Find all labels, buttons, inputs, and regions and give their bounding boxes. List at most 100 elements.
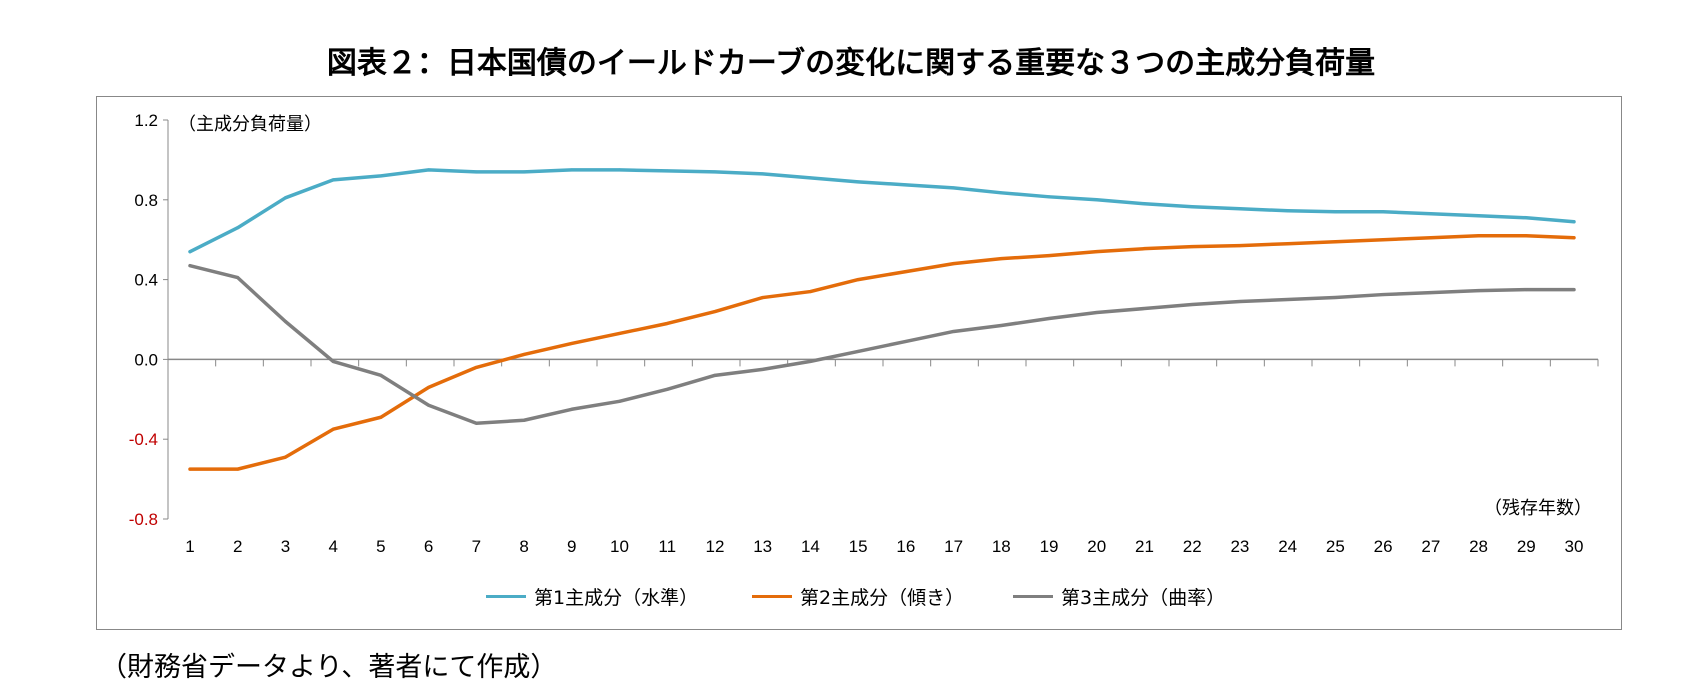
data-point — [474, 365, 478, 369]
x-tick-label: 2 — [233, 537, 242, 556]
data-point — [522, 170, 526, 174]
data-point — [1095, 198, 1099, 202]
data-point — [1429, 236, 1433, 240]
data-point — [713, 310, 717, 314]
data-point — [904, 183, 908, 187]
data-point — [904, 270, 908, 274]
data-point — [1238, 300, 1242, 304]
data-point — [665, 321, 669, 325]
x-tick-label: 17 — [944, 537, 963, 556]
data-point — [427, 168, 431, 172]
data-point — [1524, 234, 1528, 238]
x-tick-label: 20 — [1087, 537, 1106, 556]
data-point — [761, 296, 765, 300]
data-point — [283, 196, 287, 200]
legend-label: 第3主成分（曲率） — [1061, 587, 1226, 609]
source-note: （財務省データより、著者にて作成） — [100, 652, 558, 683]
data-point — [618, 399, 622, 403]
data-point — [856, 180, 860, 184]
x-tick-label: 15 — [849, 537, 868, 556]
data-point — [379, 174, 383, 178]
data-point — [1381, 238, 1385, 242]
data-point — [570, 407, 574, 411]
y-tick-label: 0.0 — [134, 350, 158, 369]
data-point — [331, 427, 335, 431]
x-tick-label: 5 — [376, 537, 385, 556]
x-tick-label: 6 — [424, 537, 433, 556]
data-point — [1142, 247, 1146, 251]
data-point — [1047, 254, 1051, 258]
chart-title: 図表２：日本国債のイールドカーブの変化に関する重要な３つの主成分負荷量 — [326, 46, 1376, 81]
legend-item-2: 第2主成分（傾き） — [752, 583, 964, 610]
data-point — [856, 349, 860, 353]
data-point — [474, 170, 478, 174]
legend-label: 第1主成分（水準） — [534, 587, 699, 609]
series-line-3 — [188, 263, 1576, 425]
data-point — [283, 455, 287, 459]
data-point — [1333, 240, 1337, 244]
legend-swatch — [752, 595, 792, 598]
x-tick-label: 1 — [185, 537, 194, 556]
data-point — [1572, 236, 1576, 240]
data-point — [1286, 298, 1290, 302]
data-point — [379, 415, 383, 419]
data-point — [188, 250, 192, 254]
data-point — [1286, 209, 1290, 213]
data-point — [1381, 210, 1385, 214]
legend-item-1: 第1主成分（水準） — [486, 583, 698, 610]
y-tick-label: -0.4 — [129, 430, 158, 449]
data-point — [1190, 245, 1194, 249]
x-tick-label: 4 — [328, 537, 337, 556]
data-point — [570, 168, 574, 172]
series-line-1 — [188, 168, 1576, 254]
x-tick-label: 29 — [1517, 537, 1536, 556]
x-tick-label: 10 — [610, 537, 629, 556]
data-point — [952, 329, 956, 333]
x-tick-label: 9 — [567, 537, 576, 556]
x-axis-label: （残存年数） — [1484, 498, 1592, 519]
data-point — [427, 385, 431, 389]
data-point — [1477, 289, 1481, 293]
x-tick-label: 11 — [658, 537, 676, 556]
data-point — [1142, 307, 1146, 311]
data-point — [808, 176, 812, 180]
data-point — [618, 331, 622, 335]
x-tick-label: 19 — [1040, 537, 1059, 556]
data-point — [808, 290, 812, 294]
data-point — [188, 264, 192, 268]
x-tick-label: 7 — [472, 537, 481, 556]
chart-frame — [96, 96, 1622, 630]
x-tick-label: 13 — [753, 537, 772, 556]
data-point — [1095, 250, 1099, 254]
data-point — [1524, 216, 1528, 220]
data-point — [1572, 220, 1576, 224]
data-point — [618, 168, 622, 172]
data-point — [1238, 244, 1242, 248]
data-point — [522, 418, 526, 422]
data-point — [665, 387, 669, 391]
data-point — [283, 319, 287, 323]
data-point — [1286, 242, 1290, 246]
data-point — [952, 186, 956, 190]
data-point — [188, 467, 192, 471]
x-tick-label: 8 — [519, 537, 528, 556]
data-point — [474, 421, 478, 425]
data-point — [1429, 212, 1433, 216]
legend-item-3: 第3主成分（曲率） — [1013, 583, 1225, 610]
x-tick-label: 3 — [281, 537, 290, 556]
data-point — [1238, 207, 1242, 211]
data-point — [522, 352, 526, 356]
data-point — [1429, 291, 1433, 295]
data-point — [379, 373, 383, 377]
y-tick-label: 0.4 — [134, 271, 158, 290]
data-point — [713, 170, 717, 174]
data-point — [331, 178, 335, 182]
data-point — [761, 172, 765, 176]
data-point — [427, 403, 431, 407]
x-tick-label: 14 — [801, 537, 820, 556]
x-tick-label: 25 — [1326, 537, 1345, 556]
data-point — [1047, 195, 1051, 199]
data-point — [1524, 288, 1528, 292]
y-tick-label: -0.8 — [129, 510, 158, 529]
